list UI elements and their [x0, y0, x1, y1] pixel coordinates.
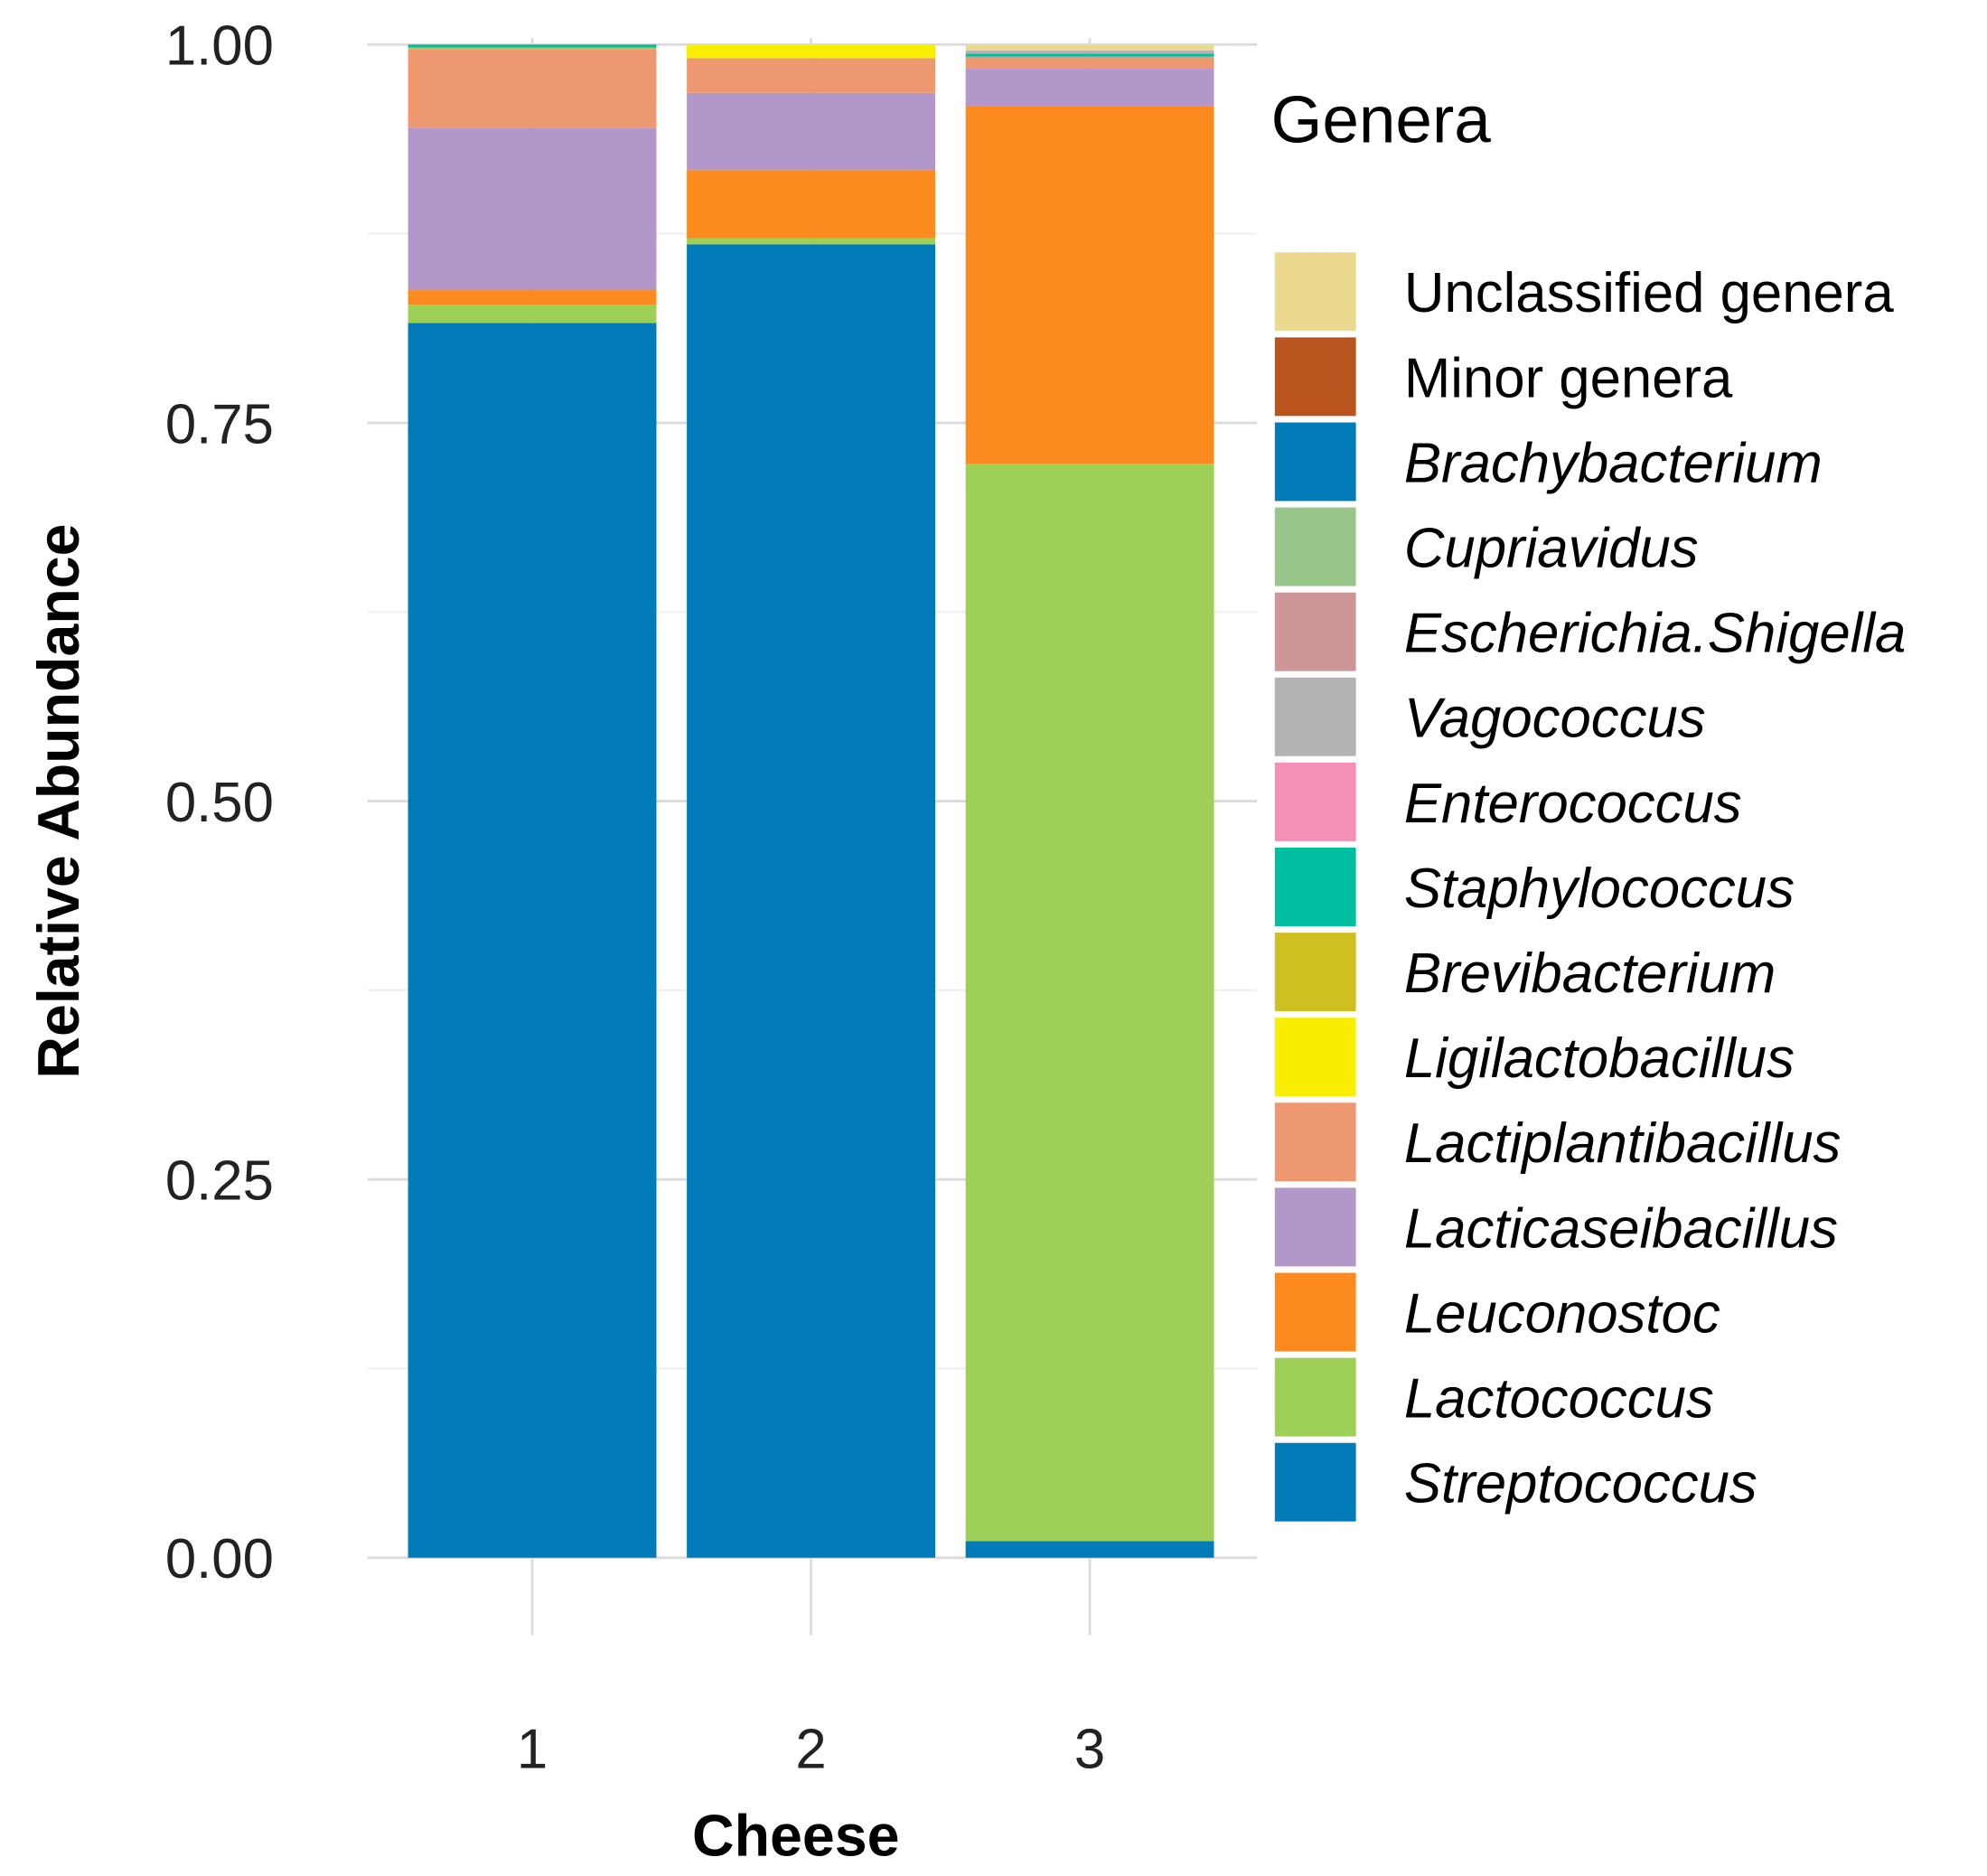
y-axis-title: Relative Abundance	[26, 523, 91, 1078]
legend-label: Cupriavidus	[1404, 518, 1699, 580]
legend-label: Lactococcus	[1404, 1368, 1714, 1430]
legend-label: Streptococcus	[1404, 1453, 1757, 1515]
bar-segment-streptococcus	[965, 1541, 1214, 1558]
legend-swatch	[1274, 1102, 1356, 1182]
x-tick-label: 3	[1074, 1719, 1105, 1781]
legend-label: Brevibacterium	[1404, 943, 1776, 1005]
legend-swatch	[1274, 422, 1356, 502]
legend-swatch	[1274, 1442, 1356, 1522]
bar-segment-lactiplantibacillus	[687, 58, 935, 93]
legend-label: Ligilactobacillus	[1404, 1027, 1795, 1090]
y-tick-label: 0.25	[165, 1150, 274, 1213]
bar-segment-staphylococcus	[408, 44, 657, 48]
legend-item: Unclassified genera	[1274, 252, 1894, 332]
legend-swatch	[1274, 848, 1356, 926]
legend-item: Brevibacterium	[1274, 933, 1776, 1012]
legend-title: Genera	[1271, 83, 1492, 156]
legend-item: Lacticaseibacillus	[1274, 1187, 1838, 1267]
legend-item: Escherichia.Shigella	[1274, 592, 1907, 671]
legend-item: Leuconostoc	[1274, 1272, 1720, 1352]
x-tick-label: 2	[795, 1719, 826, 1781]
x-axis-title: Cheese	[692, 1803, 899, 1868]
legend-swatch	[1274, 1272, 1356, 1352]
legend-item: Enterococcus	[1274, 762, 1742, 841]
bars	[408, 44, 1214, 1558]
bar-segment-ligilactobacillus	[687, 44, 935, 59]
legend-swatch	[1274, 507, 1356, 586]
bar-segment-lacticaseibacillus	[408, 127, 657, 290]
legend-label: Enterococcus	[1404, 773, 1742, 835]
legend-item: Streptococcus	[1274, 1442, 1757, 1522]
bar-segment-lactococcus	[965, 464, 1214, 1542]
legend-label: Vagococcus	[1404, 688, 1706, 750]
bar-segment-lactococcus	[408, 305, 657, 324]
bar-segment-lacticaseibacillus	[687, 92, 935, 171]
legend-swatch	[1274, 1018, 1356, 1097]
bar-segment-leuconostoc	[408, 289, 657, 305]
y-tick-label: 0.75	[165, 393, 274, 455]
bar-segment-lactiplantibacillus	[965, 56, 1214, 70]
y-tick-label: 1.00	[165, 15, 274, 78]
y-tick-label: 0.50	[165, 772, 274, 834]
legend-label: Brachybacterium	[1404, 432, 1823, 494]
legend-item: Cupriavidus	[1274, 507, 1699, 586]
y-axis-ticks: 0.00 0.25 0.50 0.75 1.00	[165, 15, 274, 1590]
legend-label: Lactiplantibacillus	[1404, 1112, 1842, 1175]
bar-segment-streptococcus	[687, 244, 935, 1558]
legend-swatch	[1274, 252, 1356, 332]
bar-segment-leuconostoc	[687, 170, 935, 239]
bar-segment-streptococcus	[408, 323, 657, 1558]
legend-swatch	[1274, 677, 1356, 756]
legend-swatch	[1274, 592, 1356, 671]
legend-swatch	[1274, 1357, 1356, 1437]
legend: Unclassified genera Minor genera Brachybac…	[1274, 252, 1907, 1522]
legend-item: Brachybacterium	[1274, 422, 1823, 502]
legend-item: Minor genera	[1274, 337, 1733, 417]
legend-item: Ligilactobacillus	[1274, 1018, 1795, 1097]
legend-label: Staphylococcus	[1404, 858, 1795, 920]
legend-item: Lactiplantibacillus	[1274, 1102, 1842, 1182]
bar-segment-lactiplantibacillus	[408, 49, 657, 128]
legend-label: Minor genera	[1404, 347, 1733, 409]
legend-label: Unclassified genera	[1404, 262, 1894, 324]
bar-segment-brevibacterium	[408, 47, 657, 50]
legend-swatch	[1274, 337, 1356, 417]
x-axis-ticks: 1 2 3	[517, 1719, 1105, 1781]
bar-segment-unclassified-genera	[965, 44, 1214, 51]
legend-label: Escherichia.Shigella	[1404, 603, 1907, 665]
bar-segment-lactococcus	[687, 238, 935, 245]
legend-item: Vagococcus	[1274, 677, 1706, 756]
legend-label: Lacticaseibacillus	[1404, 1197, 1838, 1260]
bar-segment-vagococcus	[965, 50, 1214, 54]
legend-swatch	[1274, 1187, 1356, 1267]
legend-label: Leuconostoc	[1404, 1282, 1720, 1345]
legend-swatch	[1274, 933, 1356, 1012]
bar-segment-leuconostoc	[965, 106, 1214, 464]
bar-segment-lacticaseibacillus	[965, 69, 1214, 107]
x-tick-label: 1	[517, 1719, 548, 1781]
legend-item: Lactococcus	[1274, 1357, 1714, 1437]
bar-segment-staphylococcus	[965, 53, 1214, 57]
legend-item: Staphylococcus	[1274, 848, 1795, 926]
y-tick-label: 0.00	[165, 1528, 274, 1590]
legend-swatch	[1274, 762, 1356, 841]
